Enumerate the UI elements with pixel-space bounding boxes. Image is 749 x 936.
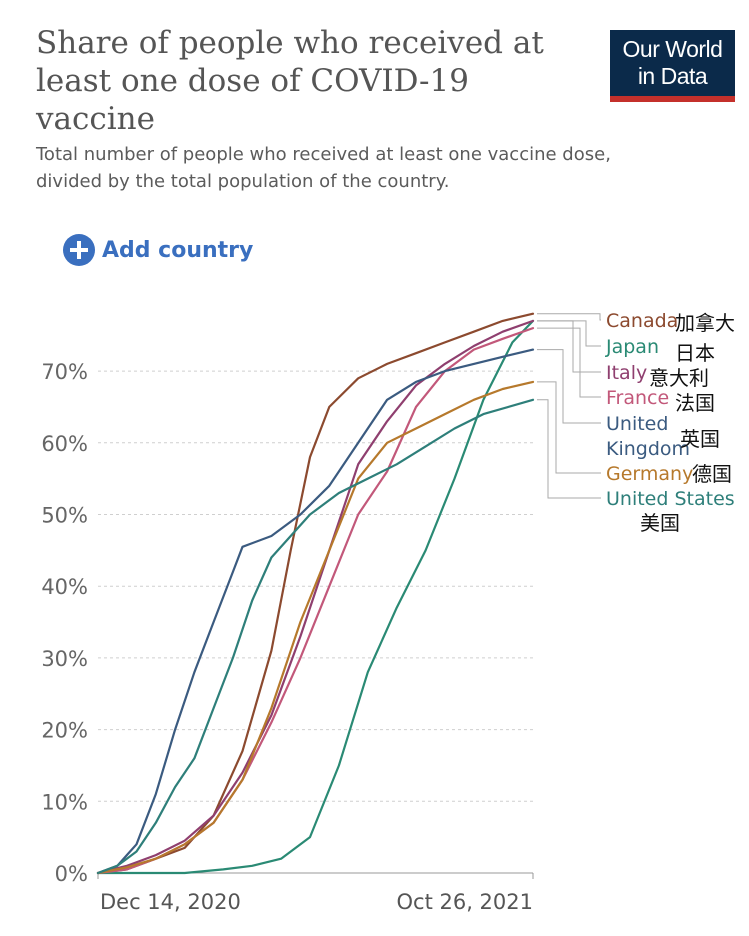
x-tick-label-end: Oct 26, 2021 <box>397 890 534 914</box>
series-label-united-kingdom-1: United <box>606 413 668 435</box>
series-label-canada: Canada <box>606 310 678 332</box>
series-line-japan <box>96 319 535 875</box>
chart-title: Share of people who received at least on… <box>36 25 544 137</box>
label-connector-japan <box>537 320 601 347</box>
x-tick-label-start: Dec 14, 2020 <box>100 890 241 914</box>
y-tick-label: 60% <box>41 432 88 456</box>
owid-logo[interactable]: Our World in Data <box>610 30 735 102</box>
annotation-canada-cn: 加拿大 <box>675 311 735 335</box>
series-line-united-kingdom <box>96 348 535 875</box>
series-line-canada <box>96 312 535 875</box>
label-connector-united-kingdom <box>537 349 601 424</box>
annotation-uk-cn: 英国 <box>680 427 720 451</box>
series-label-france: France <box>606 387 669 409</box>
add-country-button[interactable]: Add country <box>63 232 253 268</box>
y-tick-label: 30% <box>41 647 88 671</box>
series-label-germany: Germany <box>606 463 693 485</box>
annotation-italy-cn: 意大利 <box>649 366 709 390</box>
annotation-us-cn: 美国 <box>640 511 680 535</box>
y-tick-label: 20% <box>41 719 88 743</box>
add-country-label: Add country <box>102 237 254 263</box>
plus-circle-icon <box>63 234 95 266</box>
chart-subtitle: Total number of people who received at l… <box>36 144 611 192</box>
label-connector-united-states <box>537 399 601 499</box>
annotation-germany-cn: 德国 <box>692 462 732 486</box>
annotation-japan-cn: 日本 <box>675 341 715 365</box>
series-line-germany <box>96 380 535 875</box>
series-label-united-states: United States <box>606 488 735 510</box>
annotation-france-cn: 法国 <box>675 391 715 415</box>
label-connector-canada <box>537 313 601 321</box>
label-connector-france <box>537 327 601 398</box>
y-tick-label: 40% <box>41 575 88 599</box>
logo-line-2: in Data <box>637 63 708 89</box>
series-line-united-states <box>96 398 535 875</box>
y-tick-label: 50% <box>41 504 88 528</box>
series-line-france <box>96 327 535 875</box>
series-line-italy <box>96 319 535 875</box>
label-connector-germany <box>537 381 601 474</box>
series-label-united-kingdom-2: Kingdom <box>606 438 690 460</box>
y-tick-label: 70% <box>41 360 88 384</box>
y-tick-label: 0% <box>55 862 88 886</box>
logo-line-1: Our World <box>622 36 723 62</box>
label-connector-italy <box>537 320 601 373</box>
series-label-italy: Italy <box>606 362 647 384</box>
y-tick-label: 10% <box>41 790 88 814</box>
series-label-japan: Japan <box>605 336 659 358</box>
